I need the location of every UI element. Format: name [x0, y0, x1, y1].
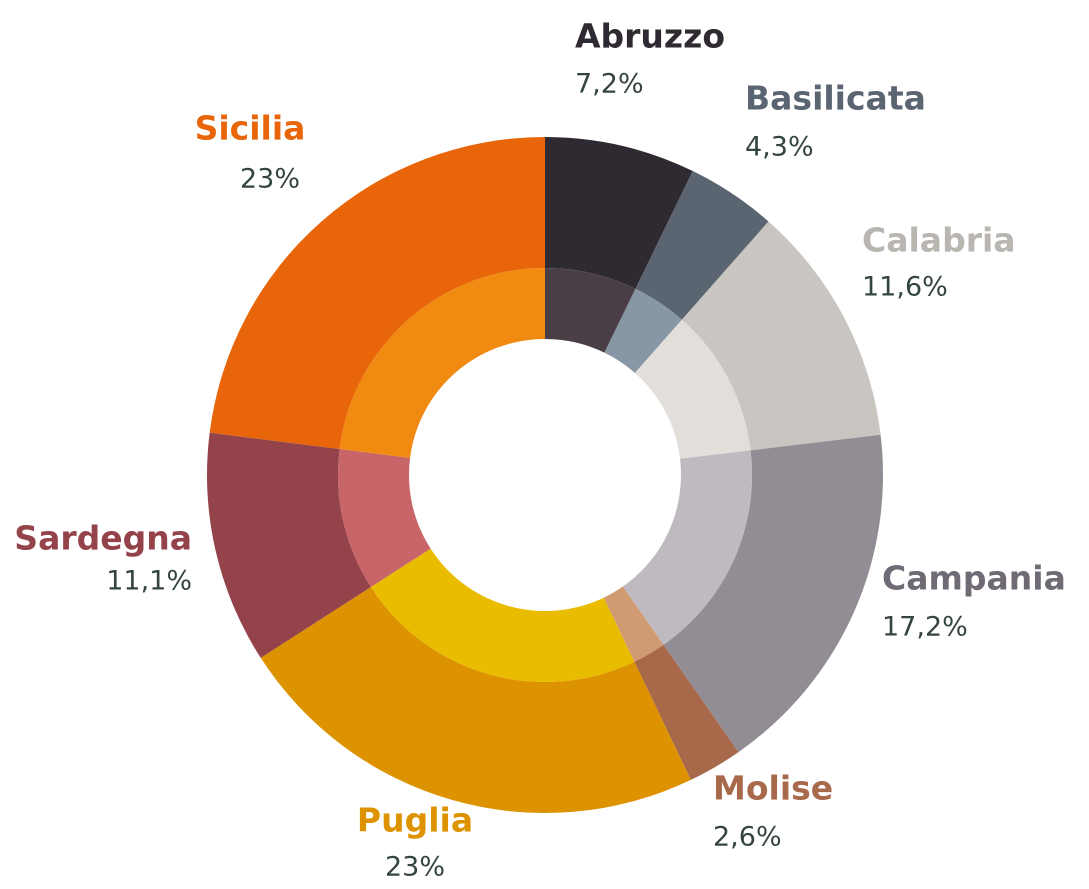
slice-outer: [663, 434, 883, 753]
slice-inner: [339, 268, 545, 458]
slice-outer: [260, 587, 691, 813]
slice-label: Basilicata: [745, 79, 926, 118]
value-label: 7,2%: [575, 69, 644, 100]
slice-label: Abruzzo: [575, 17, 725, 56]
slice-inner: [337, 449, 431, 588]
slice-outer: [545, 137, 693, 289]
value-label: 17,2%: [882, 612, 968, 643]
slice-inner: [622, 450, 752, 645]
slice-outer: [207, 432, 371, 658]
slice-inner: [604, 288, 682, 373]
value-label: 23%: [385, 852, 445, 883]
slice-outer: [634, 644, 739, 780]
slice-inner: [634, 319, 751, 459]
slice-outer: [209, 137, 546, 450]
value-label: 11,6%: [862, 272, 948, 303]
slice-label: Calabria: [862, 221, 1016, 260]
slice-label: Sicilia: [195, 109, 306, 148]
slice-label: Campania: [882, 559, 1066, 598]
slice-inner: [603, 586, 664, 662]
slice-label: Puglia: [357, 801, 473, 840]
slice-label: Molise: [713, 769, 833, 808]
slice-inner: [370, 548, 635, 682]
value-label: 23%: [240, 164, 300, 195]
slice-outer: [635, 171, 769, 320]
slice-label: Sardegna: [14, 519, 192, 558]
slice-inner: [545, 268, 636, 353]
slice-outer: [681, 221, 881, 451]
value-label: 4,3%: [745, 132, 814, 163]
value-label: 11,1%: [106, 566, 192, 597]
value-label: 2,6%: [713, 822, 782, 853]
